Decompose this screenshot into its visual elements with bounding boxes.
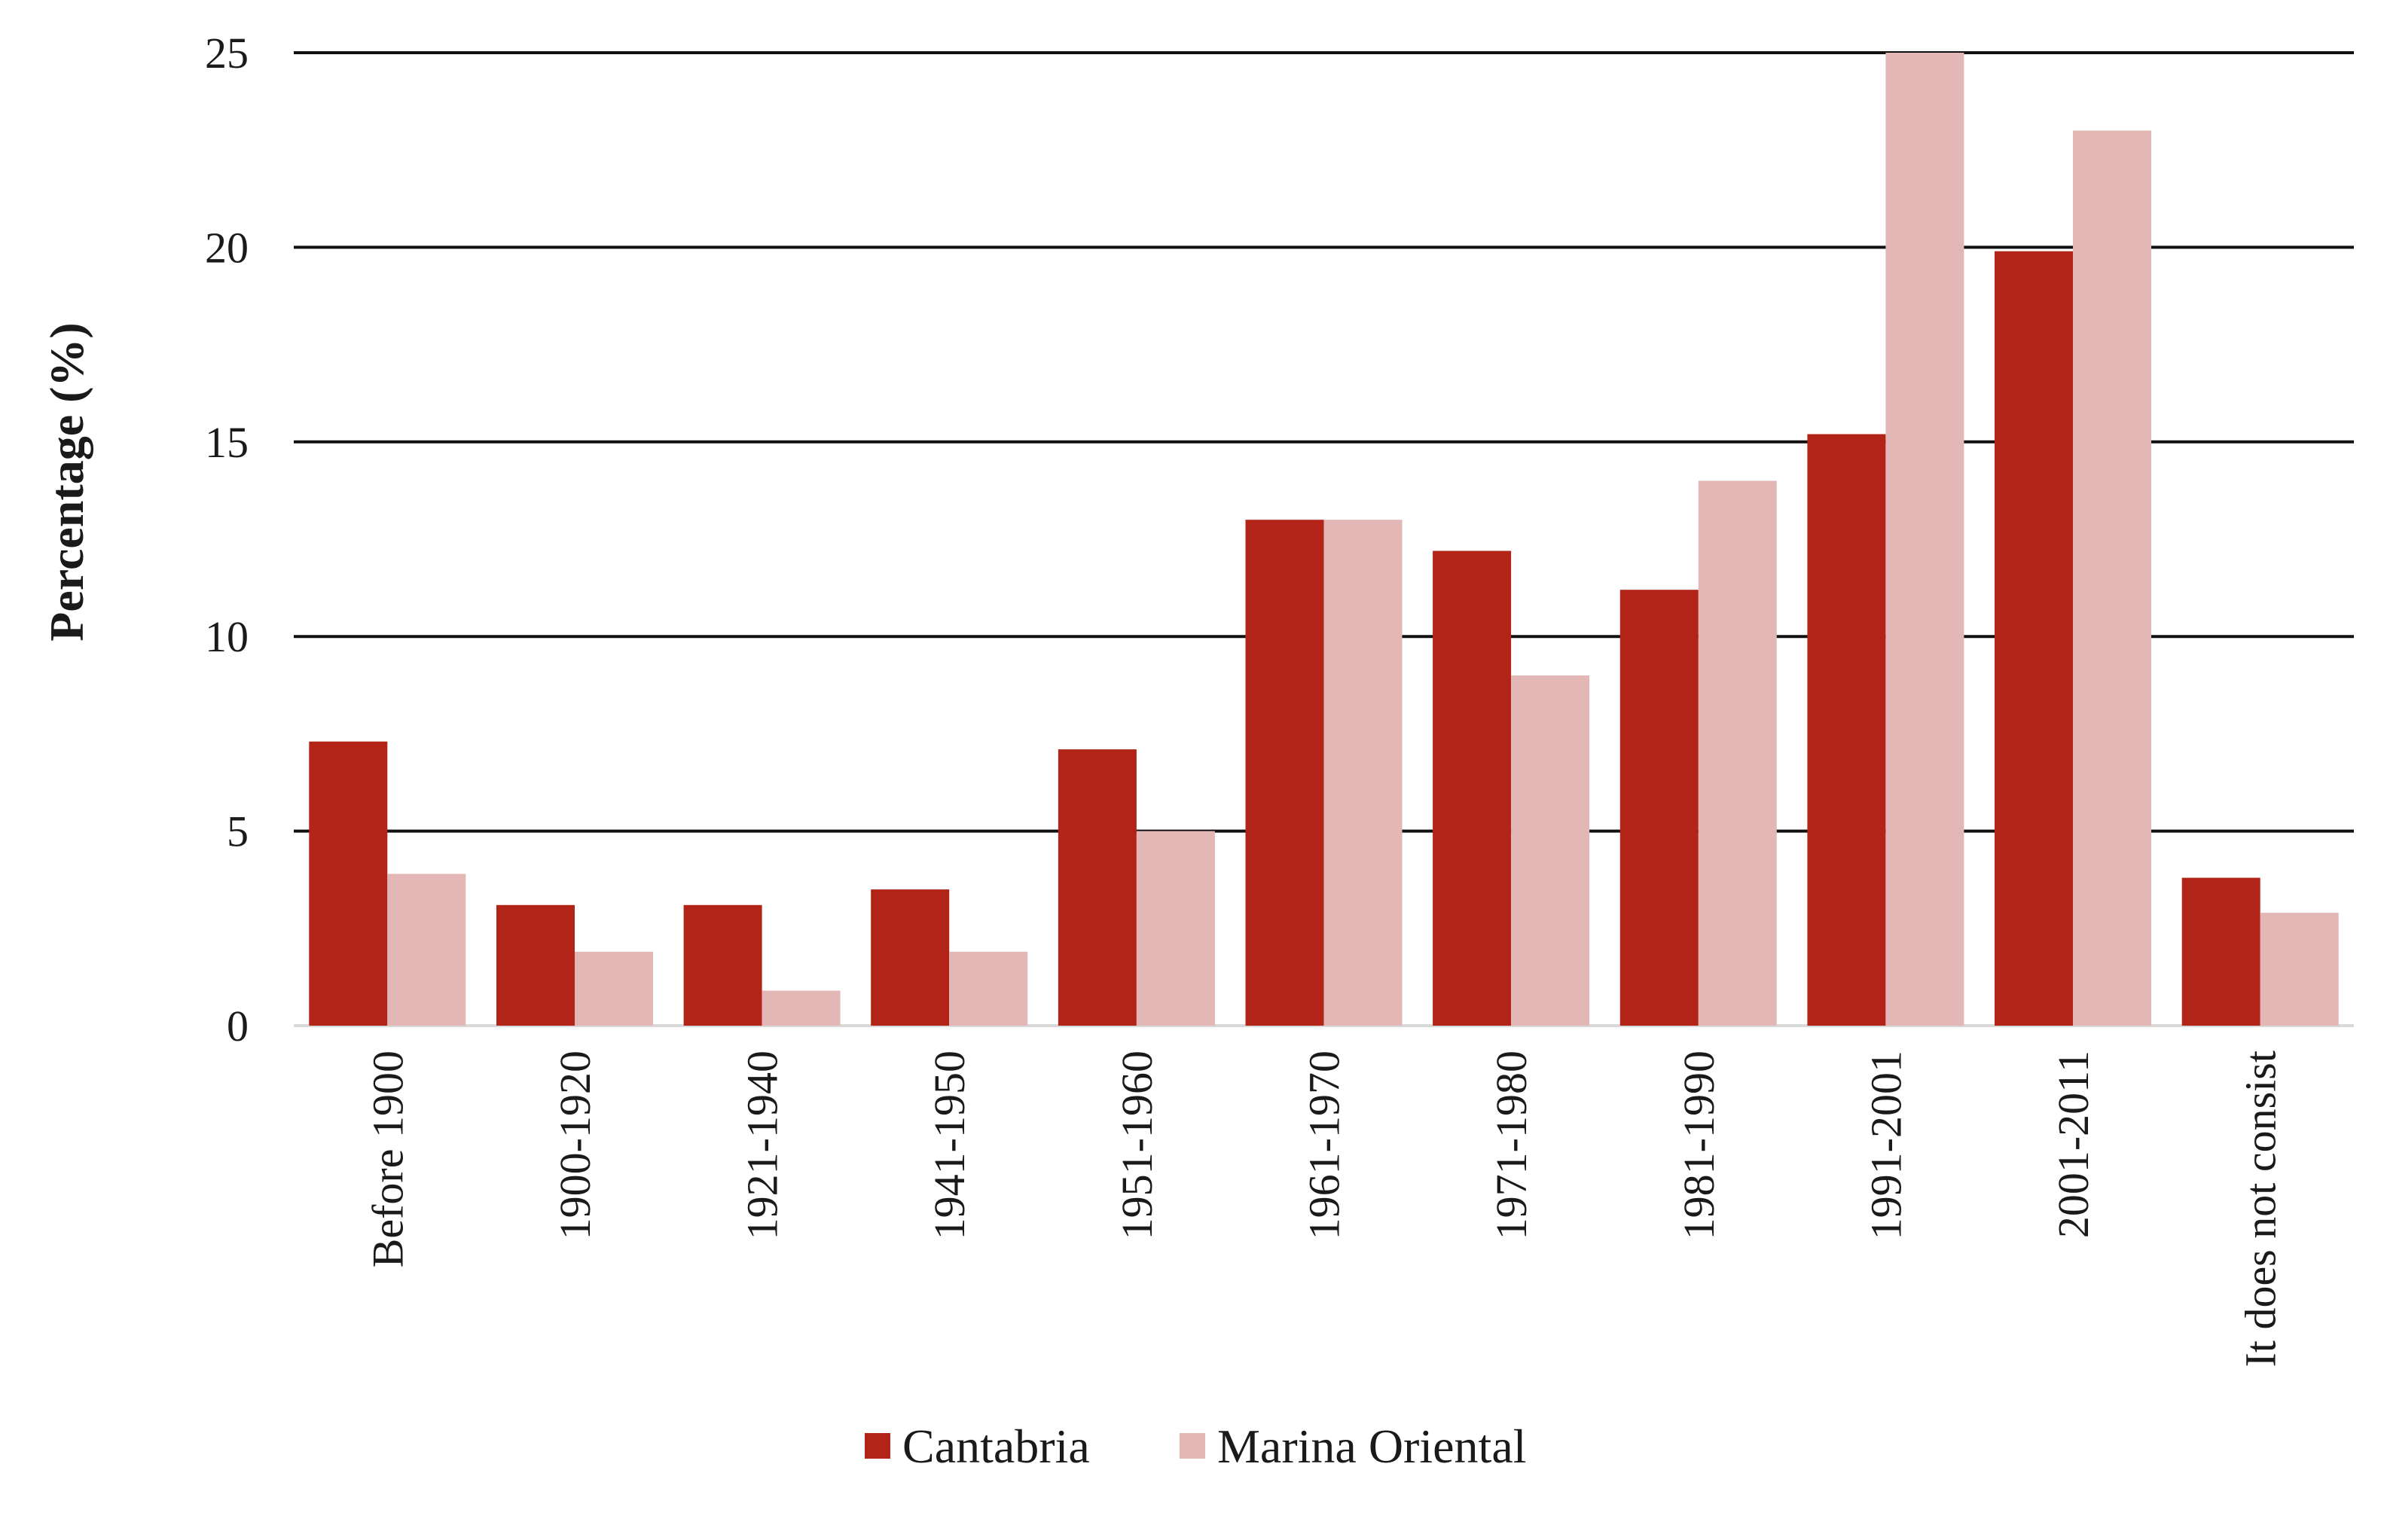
bars	[309, 53, 2339, 1026]
x-category-label: 2001-2011	[2049, 1051, 2098, 1238]
legend-swatch-marina-oriental	[1180, 1433, 1205, 1459]
bar-marina-oriental-5	[1323, 520, 1403, 1026]
bar-marina-oriental-2	[762, 990, 841, 1026]
x-category-label: 1951-1960	[1113, 1051, 1162, 1240]
bar-cantabria-7	[1619, 590, 1699, 1026]
bar-cantabria-5	[1245, 520, 1324, 1026]
legend-label: Cantabria	[902, 1420, 1090, 1473]
bar-marina-oriental-10	[2260, 913, 2339, 1026]
legend-swatch-cantabria	[865, 1433, 890, 1459]
bar-marina-oriental-9	[2073, 130, 2151, 1026]
bar-cantabria-3	[871, 889, 950, 1026]
y-tick-label: 15	[205, 418, 249, 467]
x-category-label: 1921-1940	[738, 1051, 787, 1240]
y-tick-label: 0	[227, 1002, 249, 1051]
bar-marina-oriental-1	[575, 951, 653, 1026]
bar-marina-oriental-4	[1136, 831, 1215, 1026]
legend-label: Marina Oriental	[1217, 1420, 1527, 1473]
bar-marina-oriental-7	[1698, 480, 1777, 1026]
bar-cantabria-1	[496, 904, 575, 1026]
bar-marina-oriental-0	[387, 874, 466, 1026]
bar-cantabria-8	[1807, 434, 1886, 1026]
legend: Cantabria Marina Oriental	[865, 1420, 1527, 1473]
bar-cantabria-0	[309, 741, 388, 1026]
x-category-label: 1971-1980	[1487, 1051, 1536, 1240]
x-category-label: 1900-1920	[551, 1051, 600, 1240]
x-category-label: 1991-2001	[1861, 1051, 1910, 1240]
x-category-label: 1941-1950	[925, 1051, 974, 1240]
bar-cantabria-6	[1433, 550, 1512, 1026]
x-category-label: Before 1900	[363, 1051, 412, 1267]
bar-cantabria-4	[1058, 749, 1137, 1026]
bar-marina-oriental-6	[1511, 675, 1590, 1026]
bar-marina-oriental-3	[949, 951, 1028, 1026]
x-axis-categories: Before 1900 1900-1920 1921-1940 1941-1950 19…	[363, 1051, 2285, 1367]
bar-cantabria-2	[683, 904, 762, 1026]
bar-marina-oriental-8	[1885, 53, 1964, 1026]
x-category-label: 1961-1970	[1300, 1051, 1349, 1240]
y-tick-label: 5	[227, 807, 249, 856]
x-category-label: 1981-1990	[1674, 1051, 1723, 1240]
y-tick-label: 20	[205, 223, 249, 272]
bar-cantabria-10	[2181, 877, 2260, 1026]
y-axis-ticks: 0 5 10 15 20 25	[205, 29, 249, 1051]
y-tick-label: 10	[205, 612, 249, 661]
bar-cantabria-9	[1995, 251, 2073, 1026]
x-category-label: It does not consist	[2236, 1051, 2285, 1367]
y-tick-label: 25	[205, 29, 249, 78]
y-axis-title: Percentage (%)	[40, 322, 93, 642]
